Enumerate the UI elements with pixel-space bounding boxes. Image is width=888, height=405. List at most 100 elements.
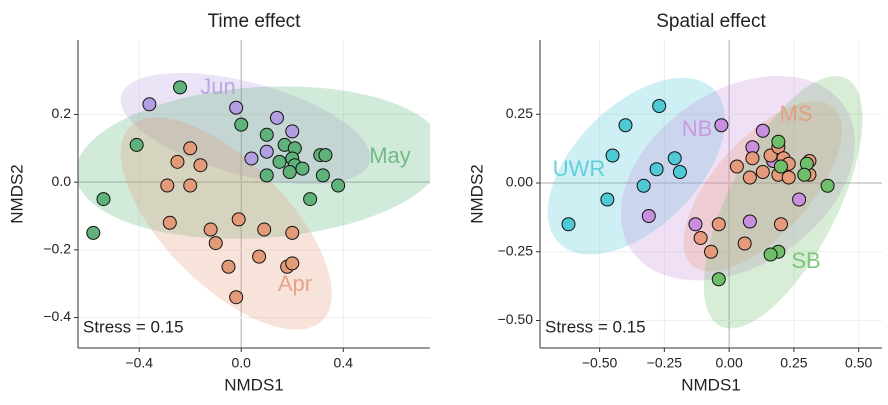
y-tick-label: −0.2 bbox=[43, 241, 71, 257]
x-tick-label: −0.50 bbox=[582, 355, 618, 371]
point bbox=[667, 151, 682, 166]
point bbox=[318, 148, 333, 163]
point bbox=[652, 99, 667, 113]
ellipses bbox=[78, 72, 430, 330]
chart-title: Spatial effect bbox=[656, 11, 766, 32]
point bbox=[285, 124, 300, 139]
chart-title: Time effect bbox=[208, 11, 302, 32]
point bbox=[636, 178, 651, 193]
point bbox=[229, 290, 244, 305]
point bbox=[820, 178, 835, 193]
panel: −0.50 −0.25 0.00 0.25 0.50 −0.50 −0.25 0.00 0.25… bbox=[467, 11, 882, 394]
point bbox=[221, 259, 236, 274]
point bbox=[315, 168, 330, 183]
x-tick-label: −0.25 bbox=[647, 355, 683, 371]
point bbox=[771, 134, 786, 149]
group-ellipse bbox=[620, 75, 855, 281]
panel: −0.4 0.0 0.4 −0.4 −0.2 0.0 0.2 Jun May Apr Stress … bbox=[7, 11, 430, 394]
y-tick-label: 0.2 bbox=[52, 105, 72, 121]
group-label: MS bbox=[780, 101, 813, 126]
y-tick-label: 0.00 bbox=[506, 174, 533, 190]
point bbox=[704, 244, 718, 259]
point bbox=[142, 97, 157, 112]
group-label: NB bbox=[682, 116, 713, 141]
point bbox=[129, 137, 144, 152]
y-tick-label: 0.0 bbox=[52, 173, 72, 189]
point bbox=[252, 249, 267, 264]
point bbox=[259, 127, 274, 142]
point bbox=[561, 217, 576, 232]
point bbox=[737, 236, 752, 251]
point bbox=[269, 110, 284, 125]
point bbox=[160, 178, 175, 193]
group-label: UWR bbox=[553, 156, 606, 181]
point bbox=[162, 215, 177, 230]
group-ellipse bbox=[120, 117, 332, 330]
point bbox=[797, 167, 812, 182]
point bbox=[618, 118, 633, 133]
y-tick-label: −0.50 bbox=[498, 311, 534, 327]
point bbox=[285, 256, 300, 271]
point bbox=[86, 225, 101, 240]
y-axis-label: NMDS2 bbox=[7, 164, 26, 224]
point bbox=[234, 117, 249, 132]
point bbox=[331, 178, 346, 193]
point bbox=[714, 118, 729, 133]
point bbox=[605, 148, 620, 163]
x-tick-label: 0.25 bbox=[780, 355, 807, 371]
point bbox=[173, 80, 188, 95]
x-tick-label: 0.50 bbox=[845, 355, 872, 371]
point bbox=[711, 217, 726, 232]
annotation: Stress = 0.15 bbox=[83, 317, 184, 336]
group-label: SB bbox=[791, 248, 820, 273]
annotation: Stress = 0.15 bbox=[545, 317, 646, 336]
point bbox=[711, 272, 726, 287]
point bbox=[208, 236, 223, 251]
point bbox=[244, 151, 259, 166]
point bbox=[649, 162, 664, 177]
point bbox=[285, 225, 300, 240]
point bbox=[259, 144, 274, 159]
y-tick-label: 0.25 bbox=[506, 105, 533, 121]
point bbox=[193, 158, 208, 173]
point bbox=[773, 159, 788, 174]
group-label: May bbox=[369, 143, 411, 168]
x-tick-label: 0.0 bbox=[232, 355, 252, 371]
point bbox=[231, 212, 246, 227]
point bbox=[170, 154, 185, 169]
point bbox=[257, 222, 272, 237]
point bbox=[96, 192, 111, 207]
point bbox=[773, 217, 788, 232]
ellipses bbox=[547, 75, 863, 329]
group-ellipse bbox=[78, 86, 430, 239]
point bbox=[303, 192, 318, 207]
point bbox=[755, 165, 770, 179]
point bbox=[693, 231, 708, 245]
point bbox=[272, 154, 287, 169]
group-label: Apr bbox=[278, 271, 312, 296]
point bbox=[729, 159, 744, 174]
point bbox=[781, 170, 796, 185]
point bbox=[688, 217, 703, 232]
point bbox=[282, 165, 297, 179]
point bbox=[259, 168, 274, 183]
point bbox=[792, 192, 807, 207]
group-label: Jun bbox=[200, 74, 235, 99]
point bbox=[742, 170, 757, 185]
y-tick-label: −0.4 bbox=[43, 308, 71, 324]
point bbox=[203, 222, 218, 237]
point bbox=[600, 192, 615, 207]
x-axis-label: NMDS1 bbox=[224, 375, 284, 394]
group-ellipse bbox=[547, 77, 726, 255]
point bbox=[183, 178, 198, 193]
x-tick-label: 0.00 bbox=[716, 355, 743, 371]
y-tick-label: −0.25 bbox=[498, 242, 534, 258]
point bbox=[641, 209, 656, 223]
point bbox=[295, 161, 310, 176]
point bbox=[745, 151, 760, 166]
x-axis-label: NMDS1 bbox=[681, 375, 741, 394]
point bbox=[672, 165, 687, 179]
x-tick-label: 0.4 bbox=[334, 355, 354, 371]
point bbox=[183, 141, 198, 156]
point bbox=[229, 100, 244, 115]
